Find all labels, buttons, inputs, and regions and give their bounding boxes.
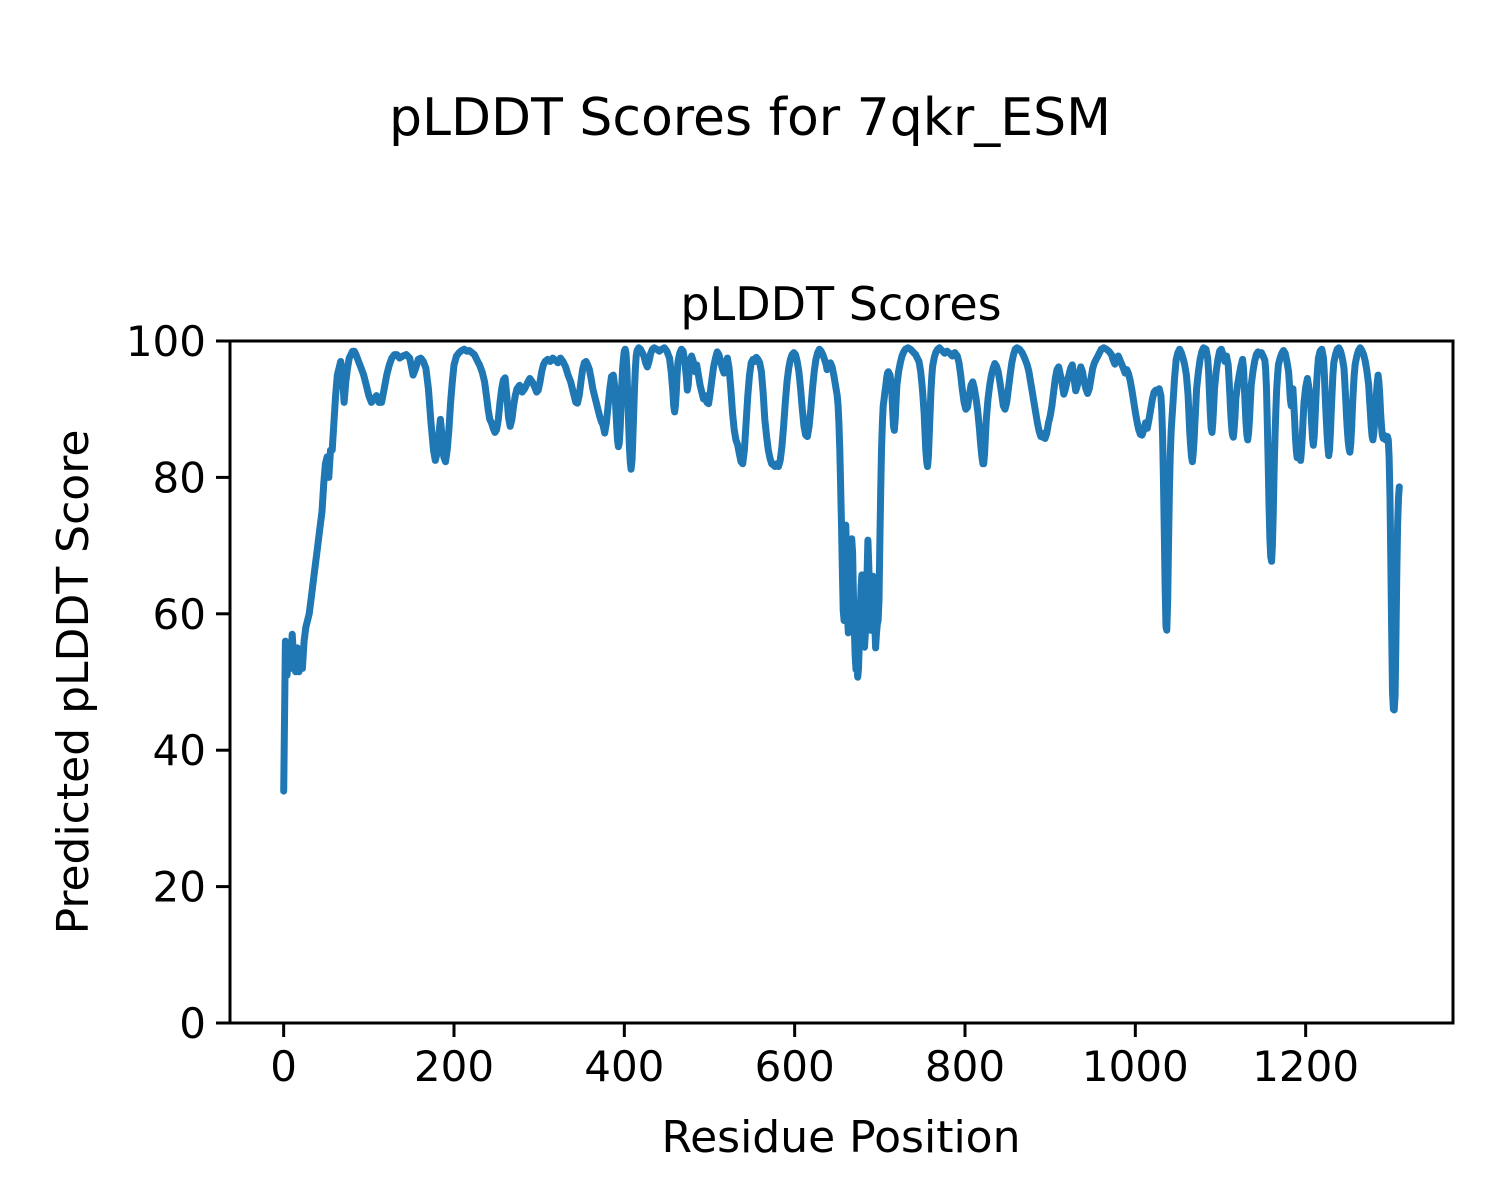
x-tick-label: 1000 (1082, 1042, 1189, 1091)
y-tick-label: 0 (179, 999, 206, 1048)
x-tick-label: 1200 (1252, 1042, 1359, 1091)
axes-title: pLDDT Scores (680, 277, 1001, 331)
y-tick-label: 60 (153, 590, 206, 639)
y-axis-ticks: 0 20 40 60 80 100 (126, 317, 230, 1048)
x-tick-label: 0 (270, 1042, 297, 1091)
x-tick-label: 800 (925, 1042, 1005, 1091)
plot-area (228, 339, 1455, 1025)
y-tick-label: 100 (126, 317, 206, 366)
x-tick-label: 400 (584, 1042, 664, 1091)
y-tick-label: 40 (153, 726, 206, 775)
x-axis-label: Residue Position (661, 1112, 1020, 1163)
y-axis-label: Predicted pLDDT Score (48, 430, 99, 935)
x-axis-ticks: 0 200 400 600 800 1000 1200 (270, 1023, 1359, 1091)
x-tick-label: 200 (414, 1042, 494, 1091)
x-tick-label: 600 (755, 1042, 835, 1091)
y-tick-label: 80 (153, 453, 206, 502)
y-tick-label: 20 (153, 863, 206, 912)
plddt-line (280, 344, 1403, 795)
figure-title: pLDDT Scores for 7qkr_ESM (389, 88, 1111, 148)
